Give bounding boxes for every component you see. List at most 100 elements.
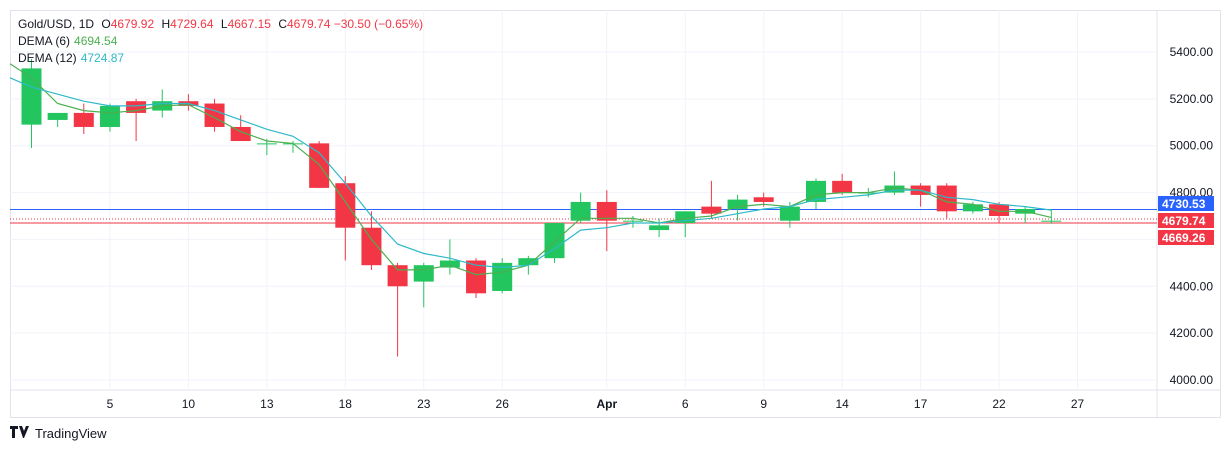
dema12-label: DEMA (12) [18,51,77,65]
candle [701,180,722,219]
candle [439,239,460,275]
low-label: L [220,17,228,31]
candle-body [387,265,408,287]
candle-body [204,103,225,127]
tradingview-logo-icon [10,426,30,441]
y-tick-label: 4400.00 [1170,279,1214,293]
x-tick-label: 17 [914,397,928,411]
close-label: C [278,17,287,31]
high-value: 4729.64 [170,17,214,31]
x-tick-label: 13 [260,397,274,411]
x-tick-label: 14 [835,397,849,411]
candle-body [47,112,68,120]
x-tick-label: 23 [417,397,431,411]
y-tick-label: 5000.00 [1170,139,1214,153]
candle [47,112,68,127]
y-tick-label: 4000.00 [1170,373,1214,387]
candle [936,183,957,219]
y-tick-label: 4200.00 [1170,326,1214,340]
x-tick-label: 9 [760,397,767,411]
price-tags: 4730.53 4679.74 4669.26 [1158,196,1214,245]
candle-body [962,204,983,212]
candle-body [1041,220,1062,222]
low-value: 4667.15 [227,17,271,31]
candle-body [466,260,487,294]
candle-body [779,206,800,221]
candle-body [989,204,1010,216]
x-tick-label: 26 [496,397,510,411]
candle [649,218,670,238]
chart-legend: Gold/USD, 1D O4679.92 H4729.64 L4667.15 … [18,16,423,67]
brand-name: TradingView [35,426,107,441]
time-axis[interactable]: 5 10 13 18 23 26 Apr 6 9 14 17 22 27 [107,397,1085,411]
candle [335,176,356,261]
x-tick-label: 27 [1071,397,1085,411]
y-tick-label: 5400.00 [1170,45,1214,59]
candle-body [675,211,696,224]
close-tag-bg [1158,213,1214,228]
candle [99,103,120,132]
candle [884,171,905,195]
candle-body [73,112,94,127]
grid [10,10,1157,390]
candle [832,173,853,195]
candle-body [21,68,42,125]
candle-body [361,227,382,266]
open-label: O [101,17,111,31]
candle [989,201,1010,224]
dema12-row[interactable]: DEMA (12) 4724.87 [18,50,423,67]
candle [204,98,225,132]
symbol-name[interactable]: Gold/USD [18,17,73,31]
dema12-line [9,77,1052,269]
candle-body [492,262,513,291]
candle [361,211,382,270]
candle [1041,208,1062,224]
candle-body [622,220,643,222]
dema12-tag-bg [1158,196,1214,211]
candle-body [570,201,591,221]
x-tick-label: 5 [107,397,114,411]
candle-body [832,180,853,193]
dema12-value: 4724.87 [80,51,125,65]
candle [466,258,487,298]
candle-body [99,105,120,127]
candle-body [884,185,905,193]
candle [387,262,408,357]
y-tick-label: 5200.00 [1170,92,1214,106]
candle-body [544,223,565,259]
dema6-price-tag: 4669.26 [1162,231,1206,245]
change-value: −30.50 (−0.65%) [333,17,424,31]
chart-frame [10,10,1221,418]
candle-body [335,183,356,228]
candle [21,59,42,149]
dema6-line [9,63,1052,276]
candle-body [126,101,147,113]
x-tick-label: 18 [339,397,353,411]
candle [544,223,565,263]
candle-body [727,199,748,209]
close-value: 4679.74 [286,17,331,31]
candle [596,190,617,252]
tradingview-brand[interactable]: TradingView [10,426,107,441]
x-tick-label: 6 [682,397,689,411]
dema-lines [9,63,1052,276]
candle-body [256,143,277,145]
candle [910,183,931,207]
dema6-label: DEMA (6) [18,34,71,48]
candle-body [413,265,434,282]
candle [73,103,94,134]
close-price-tag: 4679.74 [1162,214,1206,228]
candle-body [309,143,330,188]
candle [492,258,513,294]
dema6-row[interactable]: DEMA (6) 4694.54 [18,33,423,50]
candle [1015,206,1036,224]
candle [727,194,748,221]
dema6-tag-bg [1158,230,1214,245]
x-tick-label: 10 [182,397,196,411]
dema6-value: 4694.54 [74,34,118,48]
candle-body [701,206,722,214]
interval[interactable]: 1D [78,17,95,31]
dema12-price-tag: 4730.53 [1162,197,1206,211]
candle [675,211,696,238]
